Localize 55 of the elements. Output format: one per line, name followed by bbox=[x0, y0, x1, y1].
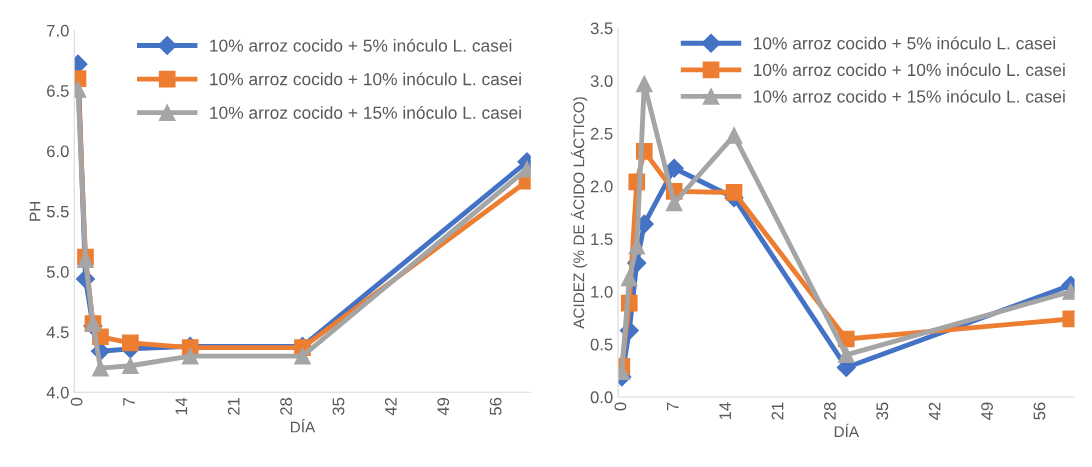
point bbox=[92, 359, 109, 377]
y-tick-label: 1.0 bbox=[591, 285, 613, 298]
x-axis-title: DÍA bbox=[834, 423, 859, 437]
y-tick-label: 1.5 bbox=[591, 233, 613, 246]
point bbox=[294, 347, 311, 365]
x-tick-label: 0 bbox=[614, 402, 627, 411]
x-tick-label: 56 bbox=[489, 397, 502, 416]
y-tick-label: 0.0 bbox=[590, 391, 613, 404]
point bbox=[837, 346, 855, 364]
y-tick-label: 2.0 bbox=[590, 180, 613, 193]
x-tick-label: 35 bbox=[332, 397, 345, 416]
y-tick-label: 3.5 bbox=[590, 22, 613, 35]
point bbox=[181, 347, 199, 365]
x-tick-label: 7 bbox=[667, 402, 679, 411]
point bbox=[665, 194, 683, 212]
y-tick-label: 6.0 bbox=[47, 145, 69, 158]
x-tick-label: 42 bbox=[928, 402, 941, 420]
x-tick-label: 0 bbox=[70, 397, 83, 406]
x-tick-label: 14 bbox=[175, 397, 188, 415]
x-tick-label: 14 bbox=[719, 402, 731, 420]
y-tick-label: 5.5 bbox=[46, 205, 69, 218]
y-tick-label: 4.0 bbox=[46, 386, 69, 399]
x-tick-label: 28 bbox=[824, 402, 836, 420]
legend-label: 10% arroz cocido + 10% inóculo L. casei bbox=[754, 63, 1065, 77]
x-tick-label: 21 bbox=[771, 402, 784, 420]
y-tick-label: 6.5 bbox=[47, 85, 69, 97]
y-tick-label: 7.0 bbox=[47, 24, 69, 37]
x-tick-label: 21 bbox=[227, 397, 240, 415]
x-tick-label: 42 bbox=[384, 397, 397, 416]
x-tick-label: 28 bbox=[280, 397, 292, 415]
legend-label: 10% arroz cocido + 15% inóculo L. casei bbox=[210, 105, 521, 119]
point bbox=[725, 184, 743, 201]
point bbox=[664, 158, 684, 178]
legend-label: 10% arroz cocido + 5% inóculo L. casei bbox=[210, 38, 512, 52]
x-axis-title: DÍA bbox=[291, 419, 316, 433]
x-tick-label: 49 bbox=[981, 402, 993, 420]
point bbox=[635, 75, 653, 93]
y-tick-label: 4.5 bbox=[46, 326, 69, 339]
legend-label: 10% arroz cocido + 15% inóculo L. casei bbox=[754, 89, 1065, 103]
legend-label: 10% arroz cocido + 5% inóculo L. casei bbox=[754, 36, 1056, 50]
y-tick-label: 5.0 bbox=[46, 266, 69, 278]
point bbox=[122, 334, 139, 352]
y-tick-label: 3.0 bbox=[590, 75, 613, 87]
y-axis-title: PH bbox=[29, 201, 41, 221]
y-tick-label: 0.5 bbox=[590, 338, 613, 351]
x-tick-label: 56 bbox=[1033, 402, 1046, 420]
x-tick-label: 7 bbox=[123, 397, 135, 406]
point bbox=[122, 357, 139, 375]
y-tick-label: 2.5 bbox=[590, 127, 613, 140]
legend-label: 10% arroz cocido + 10% inóculo L. casei bbox=[210, 72, 521, 86]
point bbox=[620, 269, 638, 287]
y-axis-title: ACIDEZ (% DE ÁCIDO LÁCTICO) bbox=[570, 97, 588, 329]
x-tick-label: 49 bbox=[437, 397, 450, 416]
point bbox=[725, 127, 743, 144]
x-tick-label: 35 bbox=[876, 402, 889, 420]
